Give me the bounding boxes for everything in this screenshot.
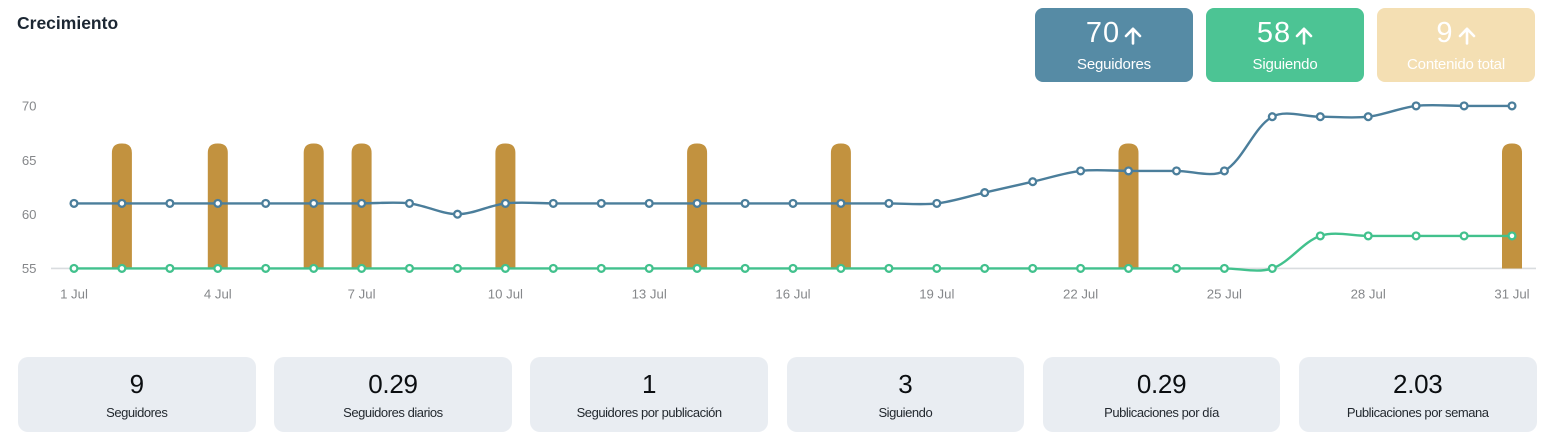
svg-text:19 Jul: 19 Jul: [919, 286, 954, 301]
svg-text:55: 55: [22, 261, 37, 276]
svg-text:1 Jul: 1 Jul: [60, 286, 88, 301]
svg-text:70: 70: [22, 99, 37, 114]
svg-text:31 Jul: 31 Jul: [1494, 286, 1529, 301]
svg-text:25 Jul: 25 Jul: [1207, 286, 1242, 301]
svg-text:16 Jul: 16 Jul: [775, 286, 810, 301]
svg-text:13 Jul: 13 Jul: [632, 286, 667, 301]
svg-text:60: 60: [22, 207, 37, 222]
svg-text:4 Jul: 4 Jul: [204, 286, 232, 301]
svg-text:28 Jul: 28 Jul: [1351, 286, 1386, 301]
svg-text:7 Jul: 7 Jul: [348, 286, 376, 301]
svg-text:10 Jul: 10 Jul: [488, 286, 523, 301]
svg-text:65: 65: [22, 153, 37, 168]
svg-text:22 Jul: 22 Jul: [1063, 286, 1098, 301]
